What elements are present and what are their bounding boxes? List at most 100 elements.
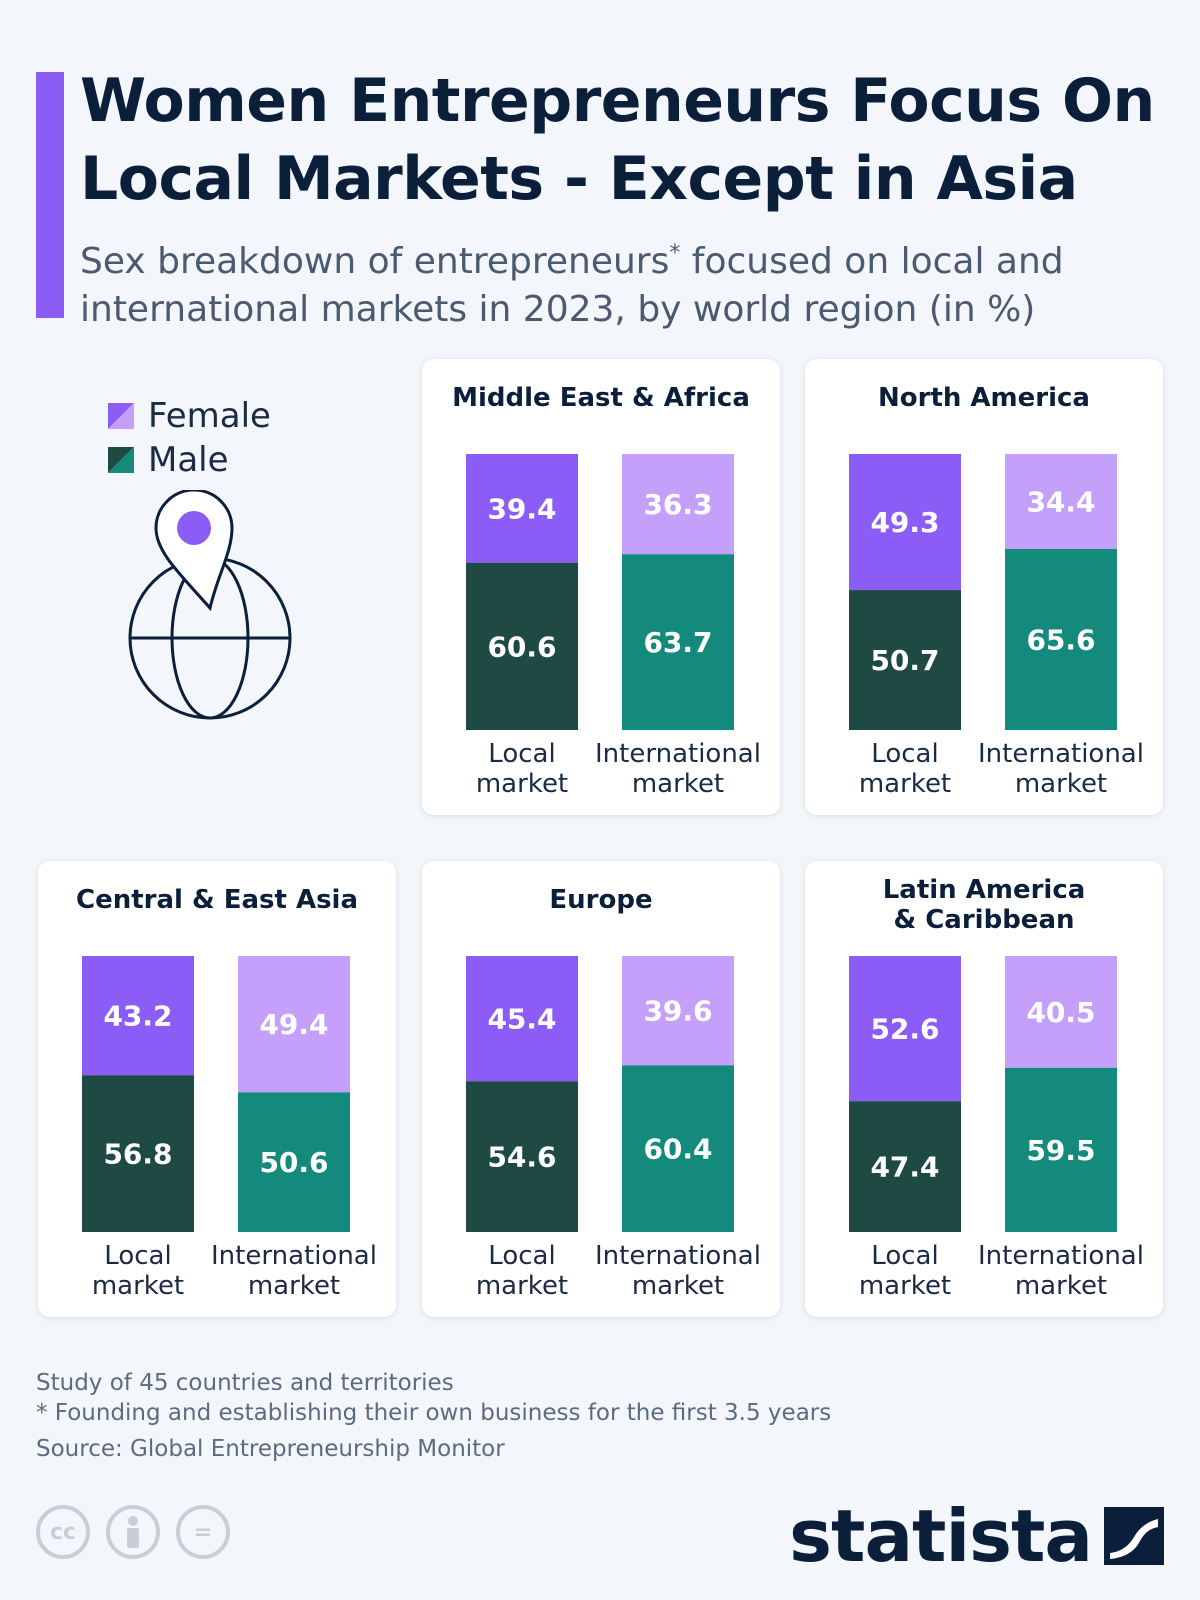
legend-item-male: Male — [108, 438, 271, 482]
bar-female-local[interactable] — [466, 956, 578, 1082]
category-label-local: Local — [871, 739, 938, 769]
data-label-male-local: 60.6 — [487, 630, 556, 663]
bar-female-international[interactable] — [622, 454, 734, 555]
panel-title: Middle East & Africa — [452, 383, 750, 413]
bar-male-international[interactable] — [622, 1065, 734, 1232]
footnotes: Study of 45 countries and territories * … — [36, 1368, 831, 1464]
bar-male-local[interactable] — [849, 1101, 961, 1232]
chart-title: Women Entrepreneurs Focus On Local Marke… — [80, 66, 1155, 214]
bar-male-local[interactable] — [82, 1075, 194, 1232]
chart-subtitle: Sex breakdown of entrepreneurs* focused … — [80, 230, 1180, 334]
bar-female-local[interactable] — [849, 956, 961, 1102]
bar-female-local[interactable] — [82, 956, 194, 1076]
data-label-female-international: 39.6 — [643, 995, 712, 1028]
data-label-female-local: 52.6 — [870, 1013, 939, 1046]
data-label-male-international: 60.4 — [643, 1133, 712, 1166]
legend: Female Male — [108, 394, 271, 482]
panel-chart: 49.350.7Localmarket34.465.6International… — [849, 454, 1144, 799]
female-swatch-icon — [108, 403, 134, 429]
bar-male-local[interactable] — [849, 590, 961, 730]
panel-title: Latin America & Caribbean — [882, 875, 1086, 935]
bar-male-international[interactable] — [1005, 548, 1117, 730]
globe-location-icon — [128, 490, 292, 720]
bar-male-international[interactable] — [622, 554, 734, 730]
attribution-icon[interactable] — [106, 1505, 160, 1559]
license-icons: cc = — [36, 1505, 246, 1559]
statista-logo[interactable]: statista — [789, 1494, 1164, 1578]
panel-chart: 45.454.6Localmarket39.660.4International… — [466, 956, 761, 1301]
statista-mark-icon — [1104, 1507, 1164, 1565]
data-label-male-international: 59.5 — [1026, 1134, 1095, 1167]
category-label-local: Local — [871, 1241, 938, 1271]
bar-female-international[interactable] — [238, 956, 350, 1093]
person-icon — [127, 1516, 139, 1548]
data-label-male-local: 56.8 — [103, 1138, 172, 1171]
category-label-local: market — [476, 769, 568, 799]
category-label-international: market — [1015, 1271, 1107, 1301]
subtitle-part1: Sex breakdown of entrepreneurs — [80, 241, 670, 282]
data-label-male-international: 63.7 — [643, 626, 712, 659]
brand-wordmark: statista — [789, 1494, 1093, 1578]
data-label-male-international: 65.6 — [1026, 623, 1095, 656]
bar-male-international[interactable] — [238, 1092, 350, 1232]
category-label-local: market — [859, 1271, 951, 1301]
category-label-local: Local — [488, 739, 555, 769]
category-label-local: market — [92, 1271, 184, 1301]
panel-title: North America — [878, 383, 1090, 413]
data-label-male-local: 54.6 — [487, 1141, 556, 1174]
note-definition: * Founding and establishing their own bu… — [36, 1400, 832, 1426]
category-label-international: International — [595, 1241, 761, 1271]
panel-north-america: North America 49.3 50.7 Local market 34.4 65.6… — [805, 359, 1163, 815]
legend-label-male: Male — [148, 440, 229, 480]
data-label-male-international: 50.6 — [259, 1146, 328, 1179]
panel-chart: 52.647.4Localmarket40.559.5International… — [849, 956, 1144, 1301]
category-label-international: market — [1015, 769, 1107, 799]
category-label-international: International — [595, 739, 761, 769]
bar-male-international[interactable] — [1005, 1067, 1117, 1232]
data-label-female-local: 39.4 — [487, 492, 556, 525]
bar-female-local[interactable] — [849, 454, 961, 591]
subtitle-part2: focused on local and international marke… — [80, 241, 1064, 330]
note-study: Study of 45 countries and territories — [36, 1370, 454, 1396]
no-derivatives-icon[interactable]: = — [176, 1505, 230, 1559]
category-label-international: market — [248, 1271, 340, 1301]
category-label-international: International — [211, 1241, 377, 1271]
category-label-international: International — [978, 1241, 1144, 1271]
data-label-male-local: 50.7 — [870, 644, 939, 677]
category-label-local: market — [859, 769, 951, 799]
panel-middle-east-africa: Middle East & Africa 39.4 60.6 Local market 3… — [422, 359, 780, 815]
legend-label-female: Female — [148, 396, 271, 436]
bar-male-local[interactable] — [466, 1081, 578, 1232]
panel-title: Europe — [549, 885, 653, 915]
category-label-international: market — [632, 1271, 724, 1301]
category-label-international: International — [978, 739, 1144, 769]
panel-chart: 39.460.6Localmarket36.363.7International… — [466, 454, 761, 799]
data-label-female-international: 49.4 — [259, 1008, 328, 1041]
bar-male-local[interactable] — [466, 562, 578, 730]
bar-female-international[interactable] — [1005, 454, 1117, 549]
category-label-local: Local — [488, 1241, 555, 1271]
data-label-male-local: 47.4 — [870, 1151, 939, 1184]
panel-central-east-asia: Central & East Asia 43.2 56.8 Local market 49… — [38, 861, 396, 1317]
subtitle-asterisk: * — [669, 241, 681, 266]
data-label-female-local: 49.3 — [870, 506, 939, 539]
category-label-local: Local — [104, 1241, 171, 1271]
category-label-local: market — [476, 1271, 568, 1301]
title-accent-bar — [36, 72, 64, 318]
data-label-female-international: 40.5 — [1026, 996, 1095, 1029]
creative-commons-icon[interactable]: cc — [36, 1505, 90, 1559]
bar-female-international[interactable] — [622, 956, 734, 1066]
source-note: Source: Global Entrepreneurship Monitor — [36, 1436, 505, 1462]
category-label-international: market — [632, 769, 724, 799]
male-swatch-icon — [108, 447, 134, 473]
panel-europe: Europe 45.4 54.6 Local market 39.6 60.4 Interna… — [422, 861, 780, 1317]
legend-item-female: Female — [108, 394, 271, 438]
data-label-female-international: 34.4 — [1026, 485, 1095, 518]
data-label-female-local: 43.2 — [103, 1000, 172, 1033]
panel-title: Central & East Asia — [75, 885, 359, 915]
bar-female-local[interactable] — [466, 454, 578, 563]
bar-female-international[interactable] — [1005, 956, 1117, 1068]
data-label-female-local: 45.4 — [487, 1003, 556, 1036]
data-label-female-international: 36.3 — [643, 488, 712, 521]
panel-latin-america-caribbean: Latin America & Caribbean 52.6 47.4 Local ma… — [805, 861, 1163, 1317]
